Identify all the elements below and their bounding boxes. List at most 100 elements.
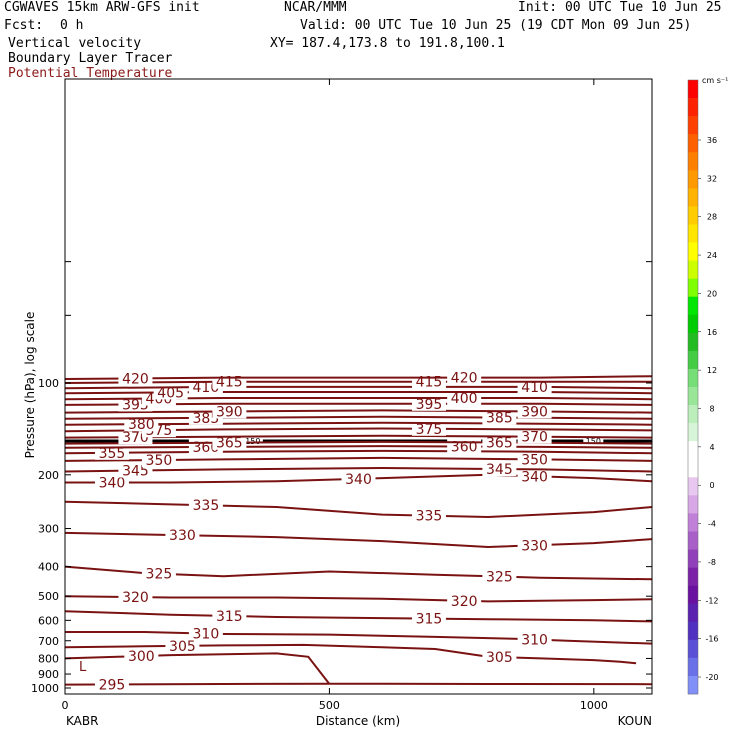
contour-label-bg [212, 403, 247, 419]
y-axis-label: Pressure (hPa), log scale [23, 312, 37, 459]
colorbar-swatch [688, 603, 698, 623]
contour-line-360 [64, 445, 653, 449]
contour-label: 400 [451, 391, 478, 407]
y-tick-label: 100 [38, 377, 59, 390]
x-tick-label: 0 [62, 699, 69, 712]
contour-line-410 [64, 385, 653, 390]
contour-label-bg [517, 468, 552, 484]
x-tick-label: 500 [319, 699, 340, 712]
contour-label: 420 [122, 371, 149, 387]
contour-label: 340 [521, 469, 548, 485]
colorbar-label: -8 [708, 558, 716, 567]
contour-line-420 [64, 375, 653, 380]
contour-line-300 [64, 652, 331, 685]
contour-label-bg [124, 416, 159, 432]
contour-label-bg [517, 428, 552, 444]
contour-label: 370 [521, 430, 548, 446]
forecast-hour: 0 h [60, 18, 84, 33]
contour-label-bg [212, 434, 247, 450]
contour-line-315 [64, 610, 653, 623]
contour-line-295 [64, 682, 653, 686]
contour-line-330 [64, 531, 653, 549]
colorbar-swatch [688, 495, 698, 514]
contour-label: 365 [216, 436, 243, 452]
contour-label: 310 [193, 627, 220, 643]
colorbar-swatch [688, 350, 698, 370]
contour-line-320 [64, 595, 653, 603]
colorbar-swatch [688, 549, 698, 568]
field-boundary-layer-tracer: Boundary Layer Tracer [8, 51, 173, 66]
colorbar-swatch [688, 134, 698, 153]
forecast-label: Fcst: [4, 18, 44, 33]
contour-label: 360 [451, 440, 478, 456]
colorbar-label: 32 [707, 174, 717, 183]
y-tick-label: 1000 [31, 682, 59, 695]
valid-time: Valid: 00 UTC Tue 10 Jun 25 (19 CDT Mon … [300, 18, 692, 33]
contour-label: 335 [193, 498, 220, 514]
x-left-station: KABR [66, 714, 98, 728]
x-axis-label: Distance (km) [316, 714, 400, 728]
contour-label: 305 [169, 639, 196, 655]
contour-label: 325 [486, 570, 513, 586]
y-tick-label: 800 [38, 652, 59, 665]
tracer-label: 150 [245, 437, 260, 446]
colorbar-label: -20 [705, 673, 718, 682]
contour-label-bg [411, 395, 446, 411]
tracer-label-bg [242, 436, 263, 446]
colorbar-swatch [688, 224, 698, 243]
contour-label: 305 [486, 650, 513, 666]
colorbar-swatch [688, 405, 698, 424]
colorbar-swatch [688, 332, 698, 352]
colorbar-swatch [688, 152, 698, 171]
contour-label: 405 [157, 385, 184, 401]
colorbar-swatch [688, 278, 698, 298]
y-tick-label: 500 [38, 590, 59, 603]
y-tick-label: 600 [38, 614, 59, 627]
contour-label-bg [94, 444, 129, 460]
contour-line-310 [65, 631, 653, 645]
contour-label: 390 [216, 404, 243, 420]
y-tick-label: 700 [38, 635, 59, 648]
colorbar-swatch [688, 116, 698, 135]
contour-label: 350 [521, 452, 548, 468]
contour-label: 340 [99, 476, 126, 492]
contour-line-405 [64, 391, 653, 395]
contour-label: 295 [99, 677, 126, 693]
x-right-station: KOUN [618, 714, 652, 728]
colorbar-swatch [688, 459, 698, 478]
colorbar-swatch [688, 242, 698, 261]
contour-line-380 [64, 421, 653, 426]
colorbar-label: 16 [707, 328, 717, 337]
contour-label: 380 [128, 417, 155, 433]
contour-label: 340 [345, 472, 372, 488]
colorbar-swatch [688, 260, 698, 279]
contour-label-bg [517, 451, 552, 467]
contour-label: 345 [486, 462, 513, 478]
colorbar-swatch [688, 513, 698, 532]
contour-label: 325 [146, 567, 173, 583]
contour-label-bg [447, 592, 482, 608]
colorbar-swatch [688, 477, 698, 496]
x-tick-label: 1000 [580, 699, 608, 712]
contour-label-bg [411, 610, 446, 626]
contour-label-bg [118, 370, 153, 386]
model-title: CGWAVES 15km ARW-GFS init [4, 0, 200, 15]
contour-label-bg [411, 507, 446, 523]
contour-label-bg [188, 625, 223, 641]
colorbar-swatch [688, 639, 698, 659]
colorbar-swatch [688, 675, 698, 695]
contour-label-bg [94, 676, 129, 692]
contour-label: 330 [169, 528, 196, 544]
colorbar-label: 28 [707, 213, 717, 222]
colorbar-swatch [688, 387, 698, 406]
contour-label: 365 [486, 436, 513, 452]
colorbar-swatch [688, 296, 698, 316]
contour-label-bg [482, 409, 517, 425]
contour-label-bg [94, 474, 129, 490]
colorbar-label: 24 [707, 251, 717, 260]
colorbar-label: 12 [707, 366, 717, 375]
contour-label: 350 [146, 453, 173, 469]
contour-line-415 [64, 380, 652, 384]
colorbar-frame [687, 79, 699, 695]
